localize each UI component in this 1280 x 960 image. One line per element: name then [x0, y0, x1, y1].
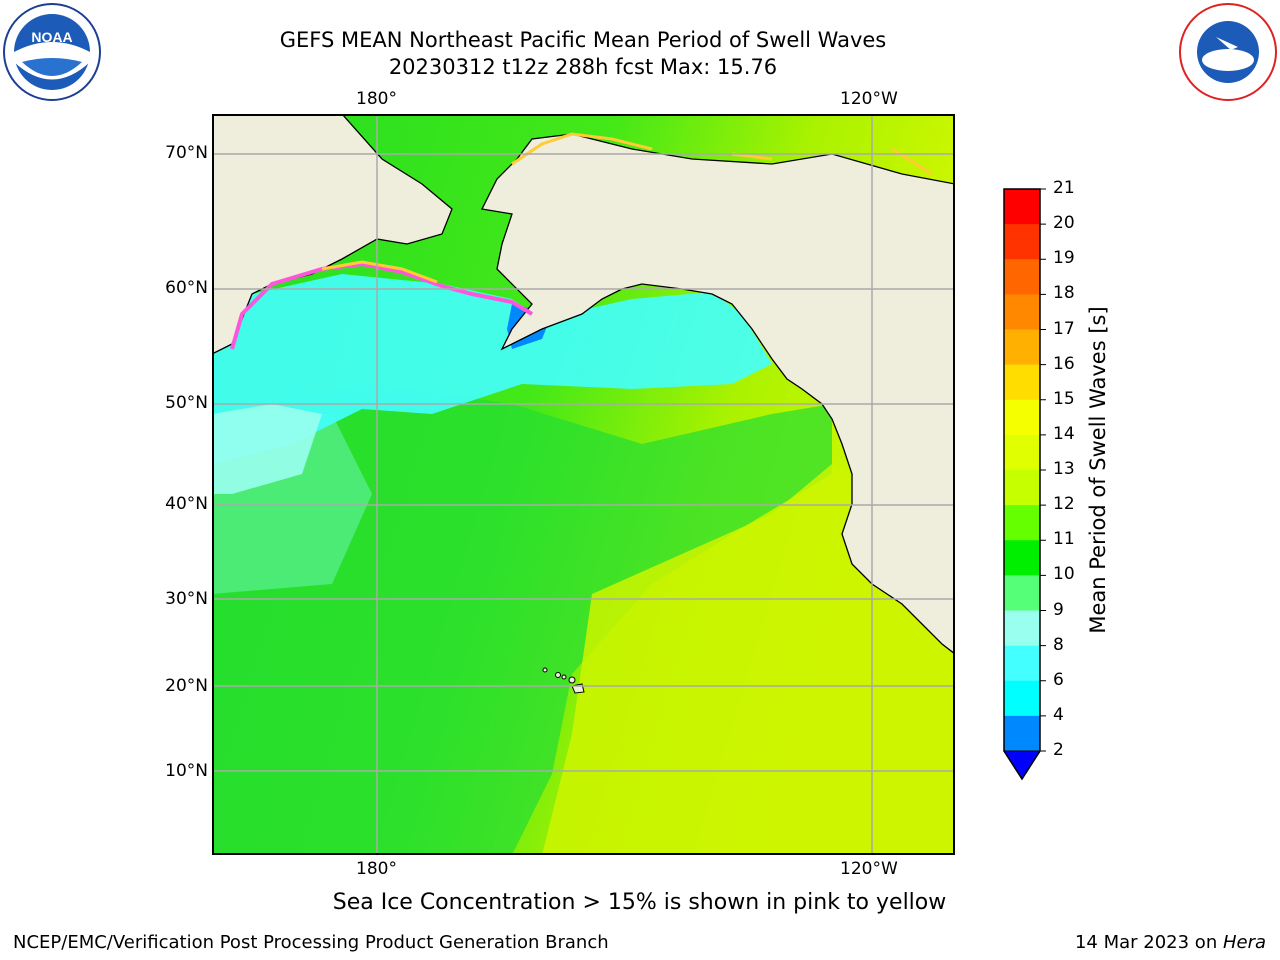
colorbar-segment	[1004, 294, 1040, 330]
colorbar-tick-label: 21	[1053, 178, 1075, 198]
colorbar-segment	[1004, 540, 1040, 576]
lon-label-top-120w: 120°W	[840, 89, 898, 109]
colorbar-tick-label: 13	[1053, 459, 1075, 479]
lat-label-10n: 10°N	[165, 761, 208, 781]
lon-label-bottom-180: 180°	[356, 859, 397, 879]
colorbar-segment	[1004, 575, 1040, 611]
lon-label-bottom-120w: 120°W	[840, 859, 898, 879]
lat-label-60n: 60°N	[165, 278, 208, 298]
colorbar-tick-label: 17	[1053, 318, 1075, 339]
colorbar-segment	[1004, 364, 1040, 401]
sea-ice-note: Sea Ice Concentration > 15% is shown in …	[332, 890, 947, 915]
footer-host: Hera	[1222, 932, 1266, 953]
colorbar-segment	[1004, 224, 1040, 260]
lat-label-50n: 50°N	[165, 393, 208, 413]
colorbar-tick-label: 2	[1053, 740, 1064, 760]
colorbar-tick-label: 10	[1053, 564, 1075, 585]
colorbar-title: Mean Period of Swell Waves [s]	[1086, 306, 1110, 634]
sea-ice-edge-yellow	[321, 260, 438, 284]
colorbar-segment	[1004, 715, 1040, 752]
graticule	[212, 114, 955, 855]
footer-date: 14 Mar 2023 on Hera	[1075, 932, 1266, 953]
colorbar-tick-label: 16	[1053, 353, 1075, 374]
colorbar-segment	[1004, 505, 1040, 541]
colorbar-segment	[1004, 259, 1040, 295]
colorbar-tick-label: 20	[1053, 213, 1075, 234]
short-period-zone	[212, 274, 772, 464]
colorbar-tick-label: 14	[1053, 423, 1075, 444]
sea-ice-edge	[230, 261, 534, 350]
lat-label-20n: 20°N	[165, 676, 208, 696]
colorbar-segment	[1004, 434, 1040, 471]
arctic-ice-edge	[511, 132, 933, 176]
colorbar-tick-label: 12	[1053, 494, 1075, 515]
colorbar-tick-label: 11	[1053, 529, 1075, 550]
colorbar-tick-label: 19	[1053, 248, 1075, 269]
map-subtitle: 20230312 t12z 288h fcst Max: 15.76	[388, 55, 778, 79]
colorbar-segment	[1004, 329, 1040, 366]
noaa-logo-text: NOAA	[31, 29, 72, 45]
lat-label-40n: 40°N	[165, 494, 208, 514]
colorbar-segment	[1004, 189, 1040, 225]
map-frame	[212, 114, 955, 855]
colorbar-tick-label: 18	[1053, 283, 1075, 304]
footer-date-text: 14 Mar 2023 on	[1074, 932, 1223, 953]
colorbar-segment	[1004, 645, 1040, 682]
footer-credit: NCEP/EMC/Verification Post Processing Pr…	[13, 932, 609, 953]
colorbar-tick-label: 4	[1053, 704, 1064, 725]
lon-label-top-180: 180°	[356, 89, 397, 109]
light-cyan-zone	[212, 404, 322, 494]
noaa-logo: NOAA	[3, 3, 101, 101]
colorbar-tick-label: 9	[1053, 599, 1064, 620]
lat-label-70n: 70°N	[165, 143, 208, 163]
colorbar-segment	[1004, 470, 1040, 506]
colorbar-tick-label: 8	[1053, 634, 1064, 655]
colorbar-tick-label: 6	[1053, 669, 1064, 690]
colorbar-segment	[1004, 399, 1040, 436]
colorbar-tick-label: 15	[1053, 388, 1075, 409]
colorbar	[1003, 188, 1046, 781]
colorbar-under-arrow	[1003, 750, 1041, 780]
colorbar-segment	[1004, 680, 1040, 717]
map-plot	[212, 114, 955, 855]
colorbar-frame	[1003, 188, 1041, 781]
lat-label-30n: 30°N	[165, 589, 208, 609]
nws-logo	[1179, 3, 1277, 101]
map-title: GEFS MEAN Northeast Pacific Mean Period …	[279, 28, 887, 52]
colorbar-segment	[1004, 610, 1040, 647]
